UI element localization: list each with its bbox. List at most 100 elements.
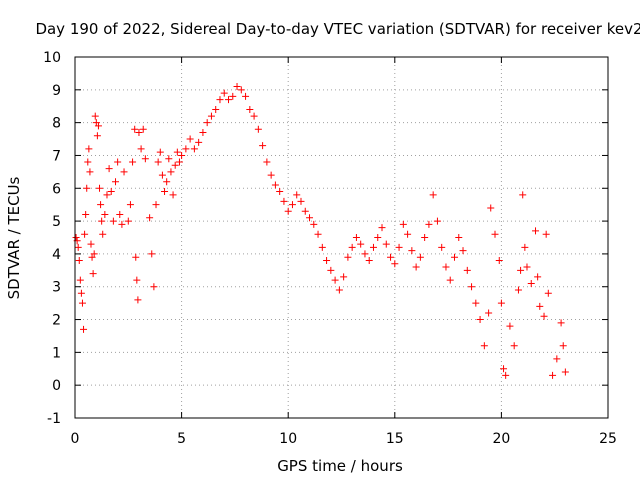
data-point	[523, 263, 531, 271]
data-point	[399, 220, 407, 228]
data-point	[167, 168, 175, 176]
data-point	[387, 253, 395, 261]
data-point	[161, 188, 169, 196]
data-point	[190, 145, 198, 153]
data-point	[212, 106, 220, 114]
data-point	[97, 201, 105, 209]
data-point	[139, 125, 147, 133]
y-tick-label-10: 9	[52, 83, 61, 99]
data-point	[284, 207, 292, 215]
data-point	[141, 155, 149, 163]
data-point	[408, 247, 416, 255]
data-point	[134, 296, 142, 304]
data-point	[203, 119, 211, 127]
y-axis-label: SDTVAR / TECUs	[5, 176, 23, 299]
data-point	[103, 191, 111, 199]
data-point	[165, 155, 173, 163]
data-point	[132, 253, 140, 261]
data-point	[438, 243, 446, 251]
data-point	[495, 256, 503, 264]
chart-title: Day 190 of 2022, Sidereal Day-to-day VTE…	[35, 20, 640, 38]
data-point	[72, 234, 80, 241]
data-point	[412, 263, 420, 271]
data-points	[72, 83, 569, 379]
data-point	[96, 184, 104, 192]
data-point	[98, 217, 106, 225]
data-point	[510, 342, 518, 350]
data-point	[137, 145, 145, 153]
data-point	[169, 191, 177, 199]
data-point	[237, 86, 245, 94]
data-point	[267, 171, 275, 179]
data-point	[557, 319, 565, 327]
data-point	[514, 286, 522, 294]
data-point	[374, 234, 382, 241]
data-point	[534, 273, 542, 281]
data-point	[540, 312, 548, 320]
data-point	[542, 230, 550, 238]
data-point	[259, 142, 267, 150]
data-point	[178, 151, 186, 159]
y-tick-label-0: -1	[47, 411, 61, 427]
data-point	[497, 299, 505, 307]
data-point	[148, 250, 156, 258]
data-point	[391, 260, 399, 268]
data-point	[133, 276, 141, 284]
data-point	[118, 220, 126, 228]
y-tick-label-1: 0	[52, 378, 61, 394]
x-tick-label-1: 5	[177, 431, 186, 447]
data-point	[306, 214, 314, 222]
data-point	[506, 322, 514, 330]
y-tick-label-8: 7	[52, 148, 61, 164]
data-point	[163, 178, 171, 186]
data-point	[455, 234, 463, 241]
data-point	[527, 279, 535, 287]
data-point	[480, 342, 488, 350]
data-point	[109, 217, 117, 225]
data-point	[114, 158, 122, 166]
data-point	[89, 270, 97, 278]
axis-ticks: 0 5 10 15 20 25 -1 0 1 2 3 4 5 6 7 8 9 10	[43, 50, 617, 447]
data-point	[93, 132, 101, 140]
data-point	[446, 276, 454, 284]
data-point	[87, 240, 95, 248]
data-point	[293, 191, 301, 199]
data-point	[297, 197, 305, 205]
data-point	[76, 276, 84, 284]
data-point	[271, 181, 279, 189]
data-point	[207, 112, 215, 120]
data-point	[450, 253, 458, 261]
data-point	[323, 256, 331, 264]
data-point	[288, 201, 296, 209]
data-point	[85, 145, 93, 153]
data-point	[502, 371, 510, 379]
data-point	[233, 83, 241, 91]
data-point	[75, 256, 83, 264]
data-point	[186, 135, 194, 143]
data-point	[216, 96, 224, 104]
data-point	[124, 217, 132, 225]
data-point	[421, 234, 429, 241]
data-point	[476, 316, 484, 324]
data-point	[517, 266, 525, 274]
data-point	[491, 230, 499, 238]
data-point	[361, 250, 369, 258]
data-point	[126, 201, 134, 209]
data-point	[146, 214, 154, 222]
y-tick-label-11: 10	[43, 50, 61, 66]
data-point	[276, 188, 284, 196]
data-point	[229, 92, 237, 100]
data-point	[195, 138, 203, 146]
data-point	[77, 289, 85, 297]
data-point	[83, 184, 91, 192]
data-point	[369, 243, 377, 251]
data-point	[112, 178, 120, 186]
data-point	[80, 325, 88, 333]
data-point	[152, 201, 160, 209]
data-point	[74, 243, 82, 251]
data-point	[318, 243, 326, 251]
data-point	[173, 148, 181, 156]
data-point	[86, 168, 94, 176]
data-point	[182, 145, 190, 153]
